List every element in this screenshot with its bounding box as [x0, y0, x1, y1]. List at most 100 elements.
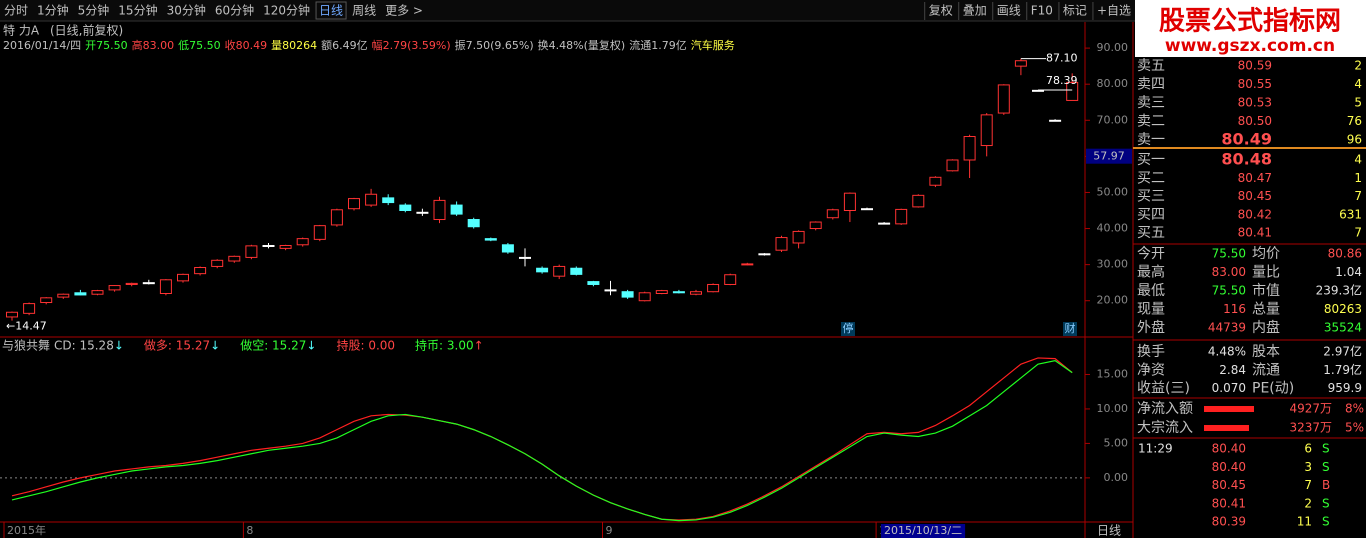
candle-body	[741, 263, 754, 266]
cursor-date: 2015/10/13/二	[884, 524, 962, 537]
book-label: 买四	[1137, 207, 1165, 223]
cursor-price: 57.97	[1093, 150, 1125, 163]
candle-body	[57, 293, 70, 298]
y-tick-label: 80.00	[1097, 77, 1129, 90]
candle-body	[501, 244, 514, 253]
tick-side: S	[1322, 460, 1330, 474]
stat-label: 最低	[1137, 283, 1165, 299]
candle-body	[382, 197, 395, 204]
candle-body	[604, 289, 617, 292]
candle-body	[279, 245, 292, 249]
btn-period[interactable]: 15分钟	[118, 3, 157, 18]
candle-body	[125, 282, 138, 285]
candle-body	[826, 209, 839, 219]
legend-arrow: ↓	[114, 339, 124, 353]
y-tick-label: 40.00	[1097, 222, 1129, 235]
flow-bar	[1204, 425, 1249, 431]
cursor-price-bg	[1086, 148, 1132, 164]
candle-body	[194, 267, 207, 275]
btn-tool[interactable]: 复权	[929, 4, 953, 18]
candle-body	[655, 290, 668, 294]
btn-tool[interactable]: 画线	[997, 4, 1021, 18]
btn-tool[interactable]: +自选	[1097, 4, 1131, 18]
second-mark: 78.39	[1046, 74, 1078, 87]
tick-volume: 11	[1297, 515, 1312, 529]
book-label: 买二	[1137, 170, 1165, 186]
candle-body	[23, 303, 36, 314]
stat-value: 83.00	[1212, 265, 1246, 279]
candle-body	[536, 267, 549, 273]
stat-value: 80.86	[1328, 247, 1362, 261]
book-price: 80.45	[1238, 189, 1272, 203]
high-mark: 87.10	[1046, 52, 1078, 65]
btn-period[interactable]: 120分钟	[263, 3, 310, 18]
chart-mode: (日线,前复权)	[50, 23, 123, 38]
btn-period[interactable]: 60分钟	[215, 3, 254, 18]
candle-body	[245, 245, 258, 258]
candle-body	[159, 279, 172, 294]
book-label: 买一	[1137, 152, 1165, 168]
legend-arrow: ↑	[474, 339, 484, 353]
stat-label: 流通	[1252, 362, 1280, 378]
tick-price: 80.45	[1212, 478, 1246, 492]
flow-pct: 8%	[1345, 402, 1364, 416]
tick-price: 80.41	[1212, 496, 1246, 510]
indicator-line	[11, 360, 1073, 522]
candle-body	[262, 245, 275, 248]
flow-value: 3237万	[1289, 421, 1332, 435]
book-price: 80.59	[1238, 59, 1272, 73]
stat-label: 量比	[1252, 265, 1280, 281]
stat-value: 4.48%	[1208, 345, 1246, 359]
info-segment: 振7.50(9.65%)	[455, 38, 534, 52]
candle-body	[792, 230, 805, 244]
flow-value: 4927万	[1289, 402, 1332, 416]
btn-tool[interactable]: F10	[1031, 4, 1053, 18]
y-tick-label: 0.00	[1104, 471, 1129, 484]
btn-period[interactable]: 分时	[4, 4, 28, 18]
y-tick-label: 5.00	[1104, 436, 1129, 449]
flow-label: 净流入额	[1137, 401, 1193, 417]
stat-label: 总量	[1252, 302, 1280, 318]
btn-period[interactable]: 周线	[352, 4, 376, 18]
stat-label: 今开	[1137, 246, 1165, 262]
tick-volume: 3	[1304, 460, 1312, 474]
candle-body	[621, 291, 634, 298]
book-price: 80.41	[1238, 226, 1272, 240]
legend-arrow: ↓	[306, 339, 316, 353]
btn-tool[interactable]: 标记	[1063, 4, 1087, 18]
event-flag: 停	[843, 321, 854, 335]
flow-bar	[1204, 406, 1254, 412]
btn-period-frame[interactable]	[315, 1, 347, 20]
legend-item: 持币: 3.00	[415, 338, 474, 353]
x-tick-label: 9	[606, 524, 613, 537]
info-segment: 2016/01/14/四	[3, 39, 81, 52]
candle-body	[399, 204, 412, 211]
book-label: 买三	[1137, 189, 1165, 205]
btn-period[interactable]: 1分钟	[37, 3, 69, 18]
btn-period[interactable]: 5分钟	[78, 3, 110, 18]
stat-value: 75.50	[1212, 247, 1246, 261]
btn-period[interactable]: 30分钟	[167, 3, 206, 18]
stat-label: 换手	[1137, 343, 1165, 360]
book-volume: 7	[1354, 226, 1362, 240]
stat-value: 80263	[1324, 302, 1362, 316]
btn-tool[interactable]: 叠加	[963, 4, 987, 18]
stat-label: 股本	[1252, 344, 1280, 360]
flow-label: 大宗流入	[1137, 420, 1193, 436]
book-price: 80.48	[1221, 150, 1272, 169]
stat-label: PE(动)	[1252, 381, 1294, 397]
btn-period[interactable]: 日线	[319, 4, 343, 18]
info-segment: 汽车服务	[691, 38, 735, 52]
tick-price: 80.40	[1212, 442, 1246, 456]
book-volume: 76	[1347, 114, 1362, 128]
y-tick-label: 15.00	[1097, 367, 1129, 380]
candle-body	[177, 273, 189, 282]
btn-period[interactable]: 更多 >	[385, 4, 423, 18]
tick-volume: 6	[1304, 442, 1312, 456]
legend-item: CD: 15.28	[54, 339, 114, 353]
y-tick-label: 30.00	[1097, 258, 1129, 271]
y-tick-label: 70.00	[1097, 113, 1129, 126]
info-segment: 量80264	[271, 39, 317, 52]
info-segment: 低75.50	[178, 39, 221, 52]
